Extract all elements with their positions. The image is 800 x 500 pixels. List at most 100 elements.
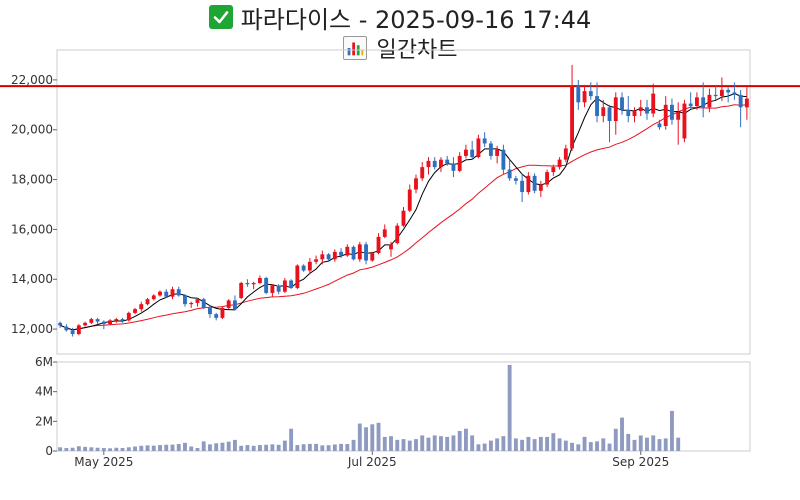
volume-bar [582, 436, 587, 451]
volume-bar [307, 443, 312, 451]
volume-bar [607, 443, 612, 451]
candle-body [226, 300, 231, 308]
volume-bar [620, 417, 624, 451]
candle-body [476, 138, 481, 158]
candle-body [595, 96, 599, 117]
volume-bar [488, 440, 493, 451]
volume-bar [576, 444, 581, 451]
candle-body [563, 148, 568, 160]
candle-body [470, 149, 475, 158]
volume-bar [183, 442, 187, 451]
candle-body [395, 225, 400, 244]
candle-body [289, 280, 294, 288]
volume-bar [570, 442, 575, 451]
volume-bar [232, 439, 237, 451]
volume-bar [463, 428, 468, 451]
volume-bar [282, 440, 287, 451]
volume-bar [339, 443, 344, 451]
candle-body [345, 246, 350, 256]
candle-body [513, 178, 518, 181]
candle-body [432, 160, 437, 168]
volume-bar [595, 441, 599, 451]
volume-bar [295, 445, 300, 451]
candle-body [570, 86, 575, 149]
volume-bar [214, 443, 219, 451]
volume-bar [364, 427, 368, 451]
price-y-tick-label: 22,000 [11, 73, 53, 87]
volume-y-tick-label: 6M [35, 355, 53, 369]
volume-bar [326, 445, 331, 451]
candle-body [307, 261, 312, 271]
candle-body [101, 321, 106, 325]
candle-body [414, 178, 418, 190]
volume-bar [139, 445, 144, 451]
volume-bar [507, 364, 512, 451]
candle-body [276, 285, 281, 292]
candle-body [76, 325, 81, 335]
candle-body [64, 326, 69, 331]
candle-body [495, 149, 500, 156]
candle-body [676, 112, 681, 120]
candle-body [195, 299, 200, 303]
candle-body [176, 289, 181, 296]
volume-bar [663, 438, 668, 451]
volume-bar [470, 435, 475, 451]
volume-bar [208, 444, 212, 451]
candle-body [507, 169, 512, 179]
candle-body [445, 159, 450, 164]
candle-body [457, 155, 462, 171]
candle-body [657, 123, 662, 128]
candle-body [601, 107, 606, 117]
volume-bar [495, 438, 500, 451]
volume-bar [532, 439, 537, 451]
volume-bar [439, 436, 443, 451]
candle-body [89, 319, 94, 323]
candle-body [251, 282, 256, 285]
candle-body [126, 312, 131, 321]
volume-bar [632, 439, 637, 451]
candle-body [576, 86, 581, 103]
volume-bar [407, 440, 412, 451]
candle-body [726, 89, 731, 93]
candle-body [463, 149, 468, 156]
candle-body [201, 299, 206, 308]
candle-body [314, 259, 319, 262]
volume-bar [657, 439, 662, 451]
price-y-tick-label: 20,000 [11, 123, 53, 137]
candle-body [420, 167, 425, 179]
candle-body [382, 229, 387, 237]
volume-bar [389, 436, 393, 451]
volume-bar [158, 445, 162, 451]
volume-bar [226, 441, 231, 451]
volume-bar [382, 436, 387, 451]
candle-body [532, 175, 537, 191]
candle-body [239, 282, 244, 298]
candle-body [332, 251, 337, 260]
volume-bar [451, 435, 456, 451]
candle-body [426, 160, 431, 168]
volume-bar [133, 446, 137, 451]
volume-bar [239, 445, 244, 451]
candles-group [58, 64, 749, 337]
volume-bar [588, 442, 593, 451]
volume-bar [538, 436, 543, 451]
chart-title-row: 파라다이스 - 2025-09-16 17:44 [0, 0, 800, 34]
volume-bar [545, 436, 550, 451]
candle-body [364, 244, 368, 261]
candle-body [351, 246, 356, 260]
candle-body [744, 98, 749, 108]
price-y-tick-label: 14,000 [11, 272, 53, 286]
candle-body [651, 93, 656, 114]
volume-bar [370, 424, 375, 451]
candle-body [151, 295, 156, 300]
volume-bar [170, 444, 175, 451]
candle-body [488, 143, 493, 156]
volume-bar [145, 445, 150, 451]
candle-body [220, 307, 225, 318]
candle-body [170, 289, 175, 297]
candle-body [357, 244, 362, 260]
volume-bar [332, 444, 337, 451]
candle-body [389, 244, 393, 250]
candle-body [407, 189, 412, 211]
volume-bar [164, 444, 169, 451]
